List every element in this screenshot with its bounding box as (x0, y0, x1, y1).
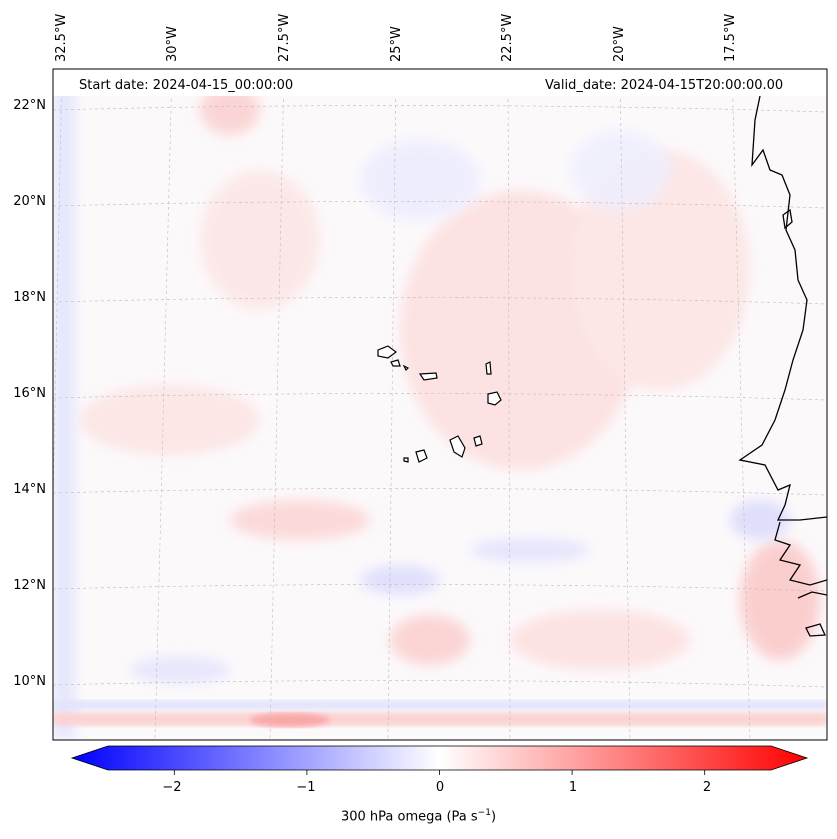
lon-label: 30°W (165, 26, 180, 62)
lon-label: 25°W (389, 26, 404, 62)
lon-label: 22.5°W (500, 13, 515, 62)
lat-label: 18°N (13, 290, 46, 305)
lat-label: 22°N (13, 98, 46, 113)
lon-label: 20°W (612, 26, 627, 62)
colorbar-tick-label: 2 (702, 780, 712, 795)
coastline (738, 95, 827, 637)
omega-field (53, 69, 827, 740)
colorbar-body (70, 745, 809, 771)
colorbar-label: 300 hPa omega (Pa s−1) (0, 808, 837, 824)
cape-verde-islands (377, 345, 502, 463)
colorbar-tick-label: 1 (568, 780, 578, 795)
lat-label: 12°N (13, 578, 46, 593)
graticule (53, 69, 827, 740)
colorbar-label-end: ) (490, 809, 497, 825)
colorbar-tick-marks (173, 770, 706, 775)
lat-label: 14°N (13, 482, 46, 497)
colorbar-label-superscript: −1 (477, 808, 491, 818)
lat-label: 16°N (13, 386, 46, 401)
valid-date-label: Valid_date: 2024-04-15T20:00:00.00 (545, 78, 784, 93)
colorbar-label-main: 300 hPa omega (Pa s (340, 809, 478, 825)
start-date-label: Start date: 2024-04-15_00:00:00 (79, 78, 294, 93)
colorbar (70, 745, 809, 775)
colorbar-tick-label: 0 (435, 780, 445, 795)
lat-label: 10°N (13, 674, 46, 689)
colorbar-tick-label: −2 (162, 780, 182, 795)
colorbar-tick-label: −1 (296, 780, 316, 795)
lon-label: 27.5°W (277, 13, 292, 62)
lat-label: 20°N (13, 194, 46, 209)
lon-label: 32.5°W (54, 13, 69, 62)
lon-label: 17.5°W (723, 13, 738, 62)
